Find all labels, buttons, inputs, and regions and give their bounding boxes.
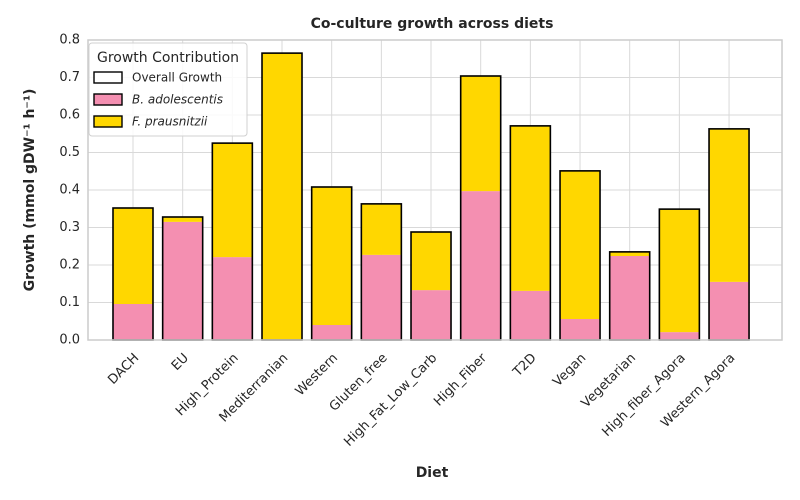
bar-segment: [361, 254, 402, 340]
y-tick-label: 0.3: [59, 220, 80, 235]
x-tick-label: EU: [169, 351, 192, 374]
legend-box: [88, 42, 248, 137]
bar-segment: [659, 332, 700, 340]
x-tick-label: High_Fiber: [431, 350, 490, 409]
bar-segment: [411, 232, 452, 291]
bar-segment: [162, 221, 203, 340]
y-tick-label: 0.6: [59, 108, 80, 123]
bar-segment: [311, 187, 352, 325]
chart-title: Co-culture growth across diets: [311, 16, 554, 32]
legend-label: Overall Growth: [132, 71, 222, 85]
bar-segment: [609, 251, 650, 256]
y-tick-label: 0.2: [59, 258, 80, 273]
bar-segment: [510, 125, 551, 291]
y-tick-label: 0.8: [59, 33, 80, 48]
x-axis-label: Diet: [416, 465, 449, 481]
bar-segment: [659, 209, 700, 333]
legend-swatch: [93, 71, 123, 84]
x-tick-label: T2D: [510, 351, 540, 381]
bar-segment: [411, 290, 452, 340]
y-tick-label: 0.4: [59, 183, 80, 198]
bar-segment: [113, 208, 153, 304]
legend-swatch: [93, 93, 123, 106]
x-tick-label: High_fiber_Agora: [600, 351, 689, 440]
bar-segment: [262, 53, 303, 340]
bar-segment: [460, 191, 501, 340]
bar-segment: [162, 217, 203, 222]
bar-segment: [361, 203, 402, 255]
y-axis-label: Growth (mmol gDW⁻¹ h⁻¹): [22, 89, 38, 292]
bar-segment: [609, 256, 650, 340]
bar-segment: [311, 325, 352, 340]
x-tick-label: Vegan: [550, 351, 589, 390]
legend: Growth Contribution Overall Growth B. adol…: [88, 42, 248, 137]
bar-segment: [709, 281, 750, 340]
legend-swatch: [93, 115, 123, 128]
x-tick-label: Western: [293, 351, 341, 399]
bar-segment: [560, 170, 601, 319]
y-tick-label: 0.1: [59, 295, 80, 310]
bar-segment: [212, 143, 253, 258]
plot-frame: [87, 39, 783, 341]
legend-label: B. adolescentis: [132, 93, 223, 107]
x-tick-label: High_Fat_Low_Carb: [341, 351, 440, 450]
x-tick-label: DACH: [105, 351, 142, 388]
bar-segment: [212, 257, 253, 340]
bar-segment: [709, 128, 750, 282]
legend-label: F. prausnitzii: [132, 115, 208, 129]
legend-title: Growth Contribution: [97, 50, 239, 66]
bar-segment: [113, 304, 153, 340]
bar-segment: [560, 319, 601, 340]
y-tick-label: 0.5: [59, 145, 80, 160]
bar-segment: [510, 290, 551, 340]
y-tick-label: 0.0: [59, 333, 80, 348]
bar-segment: [460, 76, 501, 192]
y-tick-label: 0.7: [59, 70, 80, 85]
